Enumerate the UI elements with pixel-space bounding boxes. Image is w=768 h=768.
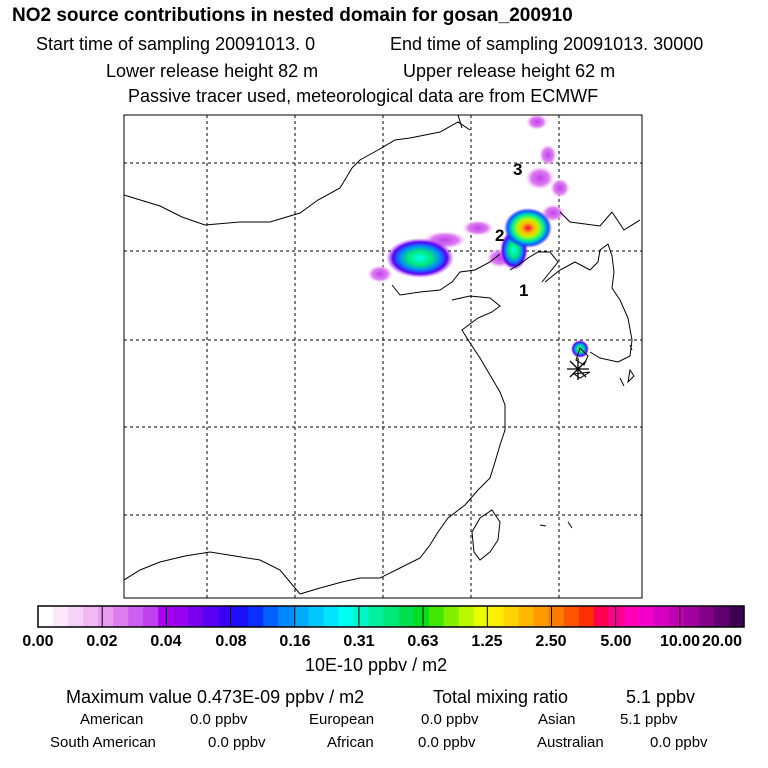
colorbar-swatch [548,606,565,627]
colorbar-swatch [128,606,144,627]
region-value: 0.0 ppbv [190,711,248,728]
colorbar-swatch [308,606,324,627]
colorbar-swatch [368,606,385,627]
colorbar-swatch [38,606,54,627]
colorbar-label: 0.02 [86,633,118,650]
graticule [124,115,642,598]
colorbar-swatch [173,606,189,627]
colorbar-swatch [98,606,114,627]
colorbar-swatch [623,606,640,627]
colorbar-swatch [68,606,84,627]
colorbar-swatch [53,606,69,627]
coastlines [124,115,641,595]
region-value: 0.0 ppbv [421,711,479,728]
colorbar-swatch [518,606,535,627]
colorbar-swatch [338,606,355,627]
colorbar-swatch [323,606,340,627]
colorbar-swatch [488,606,505,627]
colorbar-swatch [428,606,445,627]
colorbar-swatch [578,606,595,627]
source-marker-1: 1 [519,281,528,300]
tracer-note: Passive tracer used, meteorological data… [128,86,599,106]
start-sampling-time: Start time of sampling 20091013. 0 [36,34,316,54]
colorbar-ticks [101,606,681,627]
colorbar-swatch [653,606,670,627]
region-value: 5.1 ppbv [620,711,678,728]
colorbar-swatch [473,606,490,627]
region-name: European [309,711,375,728]
lower-release-height: Lower release height 82 m [106,61,319,81]
region-name: African [327,734,374,751]
colorbar-label: 2.50 [535,633,567,650]
colorbar-label: 0.04 [150,633,182,650]
colorbar-swatch [503,606,520,627]
region-name: South American [50,734,156,751]
colorbar-label: 1.25 [471,633,503,650]
colorbar-swatch [248,606,264,627]
colorbar-swatch [713,606,730,627]
colorbar-swatch [593,606,610,627]
colorbar-frame [37,605,745,628]
concentration-plume [367,115,589,358]
colorbar-label: 0.31 [343,633,375,650]
colorbar-swatch [188,606,204,627]
upper-release-height: Upper release height 62 m [403,61,616,81]
colorbar-swatch [218,606,234,627]
colorbar-swatch [263,606,279,627]
colorbar-swatch [668,606,685,627]
region-name: Australian [537,734,604,751]
colorbar-swatch [293,606,309,627]
receptor-star-icon [567,358,589,380]
colorbar-label: 0.63 [407,633,439,650]
colorbar-swatch [278,606,294,627]
total-mixing-label: Total mixing ratio [433,687,569,707]
map-title: NO2 source contributions in nested domai… [12,5,573,26]
colorbar-swatch [398,606,415,627]
colorbar-label: 0.08 [215,633,247,650]
map-frame [123,114,643,599]
colorbar [38,606,745,627]
colorbar-swatch [698,606,715,627]
colorbar-swatch [728,606,745,627]
colorbar-swatch [383,606,400,627]
colorbar-swatch [113,606,129,627]
colorbar-swatch [683,606,700,627]
end-sampling-time: End time of sampling 20091013. 30000 [390,34,704,54]
source-marker-2: 2 [495,226,504,245]
colorbar-label: 10.00 [659,633,701,650]
colorbar-swatch [563,606,580,627]
region-name: American [80,711,144,728]
source-marker-3: 3 [513,160,522,179]
colorbar-swatch [233,606,249,627]
colorbar-swatch [458,606,475,627]
colorbar-swatch [143,606,159,627]
region-name: Asian [538,711,576,728]
region-value: 0.0 ppbv [208,734,266,751]
colorbar-label: 0.00 [22,633,54,650]
colorbar-swatch [443,606,460,627]
maximum-value: Maximum value 0.473E-09 ppbv / m2 [66,687,365,707]
colorbar-swatch [638,606,655,627]
total-mixing-value: 5.1 ppbv [626,687,696,707]
colorbar-label: 5.00 [600,633,632,650]
colorbar-units: 10E-10 ppbv / m2 [305,655,448,675]
colorbar-swatch [83,606,99,627]
region-value: 0.0 ppbv [418,734,476,751]
colorbar-label: 0.16 [279,633,311,650]
colorbar-swatch [533,606,550,627]
colorbar-swatch [608,606,625,627]
region-value: 0.0 ppbv [650,734,708,751]
colorbar-swatch [353,606,370,627]
colorbar-swatch [413,606,430,627]
colorbar-label: 20.00 [701,633,743,650]
colorbar-swatch [203,606,219,627]
